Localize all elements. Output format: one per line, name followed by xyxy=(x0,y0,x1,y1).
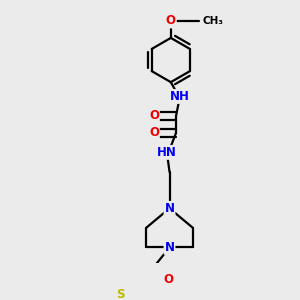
Text: O: O xyxy=(149,126,159,140)
Text: O: O xyxy=(166,14,176,28)
Text: CH₃: CH₃ xyxy=(202,16,223,26)
Text: S: S xyxy=(116,288,124,300)
Text: O: O xyxy=(163,273,173,286)
Text: O: O xyxy=(149,110,159,122)
Text: NH: NH xyxy=(170,90,190,103)
Text: N: N xyxy=(164,241,175,254)
Text: HN: HN xyxy=(157,146,177,159)
Text: N: N xyxy=(164,202,175,215)
